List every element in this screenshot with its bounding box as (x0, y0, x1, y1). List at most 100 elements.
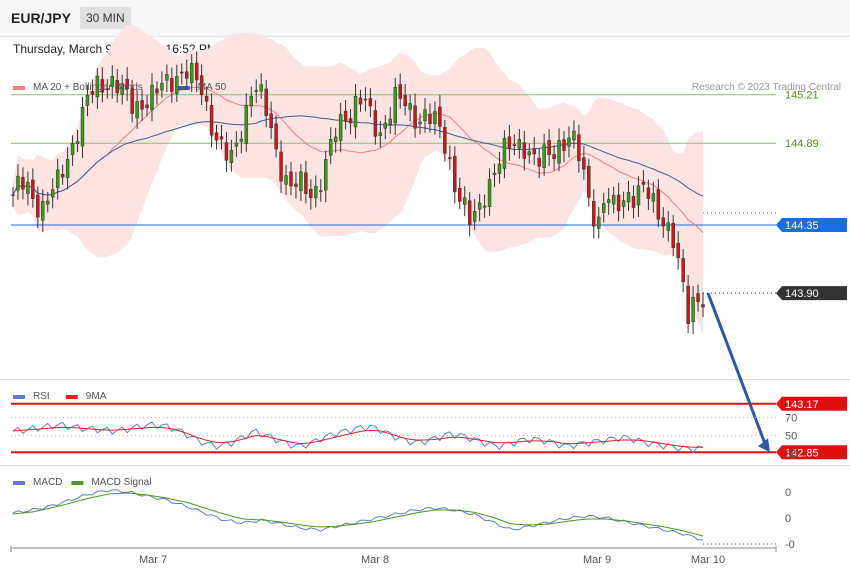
candle-body (224, 142, 229, 161)
candle-body (458, 188, 462, 202)
level-label: 144.89 (785, 138, 819, 150)
candle-body (214, 132, 219, 141)
level-label: 144.35 (785, 220, 819, 232)
candle-body (175, 76, 179, 94)
rsi-legend-swatch (13, 395, 25, 399)
candle-body (244, 105, 249, 144)
candle-body (16, 175, 20, 191)
candle-body (626, 192, 631, 203)
candle-body (562, 139, 566, 151)
candle-body (582, 157, 586, 170)
candle-body (428, 113, 432, 125)
candle-body (26, 181, 30, 194)
candle-body (234, 142, 239, 147)
candle-body (274, 123, 278, 150)
candle-body (219, 136, 224, 140)
candle-body (477, 202, 482, 210)
candle-body (502, 138, 507, 169)
level-tag-support (776, 445, 847, 460)
pane-divider-macd (0, 465, 850, 466)
candle-body (85, 95, 90, 106)
candle-body (567, 137, 571, 147)
candle-body (522, 142, 527, 159)
candle-body (388, 118, 392, 126)
candle-body (413, 105, 417, 129)
macd-pane: 0 0 -0 (12, 487, 795, 551)
rsi-signal-line (12, 426, 703, 448)
price-legend-swatch (13, 86, 25, 90)
candle-body (636, 185, 641, 206)
level-label: 145.21 (785, 90, 819, 102)
rsi-legend-swatch (65, 395, 78, 399)
candle-body (309, 188, 313, 199)
candle-body (135, 101, 139, 119)
candle-body (314, 185, 318, 199)
candle-body (229, 149, 234, 164)
level-label: 142.85 (785, 447, 819, 459)
candle-body (333, 136, 338, 142)
candle-body (328, 139, 333, 156)
forecast-arrow (706, 292, 768, 447)
candle-body (497, 163, 502, 174)
candle-body (130, 88, 134, 114)
candle-body (353, 95, 358, 128)
time-axis-label: Mar 10 (691, 554, 725, 566)
candle-body (199, 75, 204, 96)
time-axis-label: Mar 9 (583, 554, 611, 566)
candle-body (448, 157, 452, 159)
candle-body (259, 84, 263, 92)
candle-body (289, 171, 293, 187)
candle-body (577, 134, 581, 162)
macd-legend-label: MACD Signal (91, 477, 151, 488)
candle-body (651, 193, 656, 202)
candle-body (537, 157, 541, 167)
candle-body (482, 205, 487, 208)
candle-body (487, 179, 492, 207)
rsi-legend-label: 9MA (86, 391, 107, 402)
candle-body (194, 62, 199, 81)
macd-legend-swatch (71, 481, 84, 485)
candle-body (676, 242, 680, 258)
candle-body (611, 194, 616, 205)
candle-body (443, 127, 447, 154)
bollinger-band (13, 24, 703, 335)
macd-legend-swatch (13, 481, 25, 485)
macd-axis-label: 0 (785, 487, 791, 499)
level-label: 143.90 (785, 288, 819, 300)
candle-body (547, 140, 551, 155)
candle-body (95, 75, 100, 98)
interval-selector[interactable]: 30 MIN (80, 7, 131, 29)
candle-body (90, 91, 95, 95)
candle-body (70, 143, 75, 155)
rsi-level-label: 50 (785, 431, 797, 443)
candle-body (592, 200, 596, 227)
candle-body (31, 179, 35, 199)
candle-body (403, 95, 407, 107)
candle-body (204, 96, 209, 102)
candle-body (527, 151, 531, 156)
candle-body (299, 171, 303, 192)
candle-body (373, 110, 378, 137)
level-tag-support (776, 396, 847, 411)
price-legend-swatch (177, 86, 190, 90)
candle-body (80, 106, 85, 147)
macd-axis-label: 0 (785, 513, 791, 525)
candle-body (467, 200, 472, 226)
candle-body (160, 83, 164, 91)
rsi-pane: 70 50 30 (11, 413, 797, 461)
candle-body (438, 106, 442, 127)
time-axis-label: Mar 7 (139, 554, 167, 566)
candle-body (254, 90, 258, 92)
rsi-level-label: 30 (785, 449, 797, 461)
candle-body (368, 98, 373, 107)
candle-body (36, 194, 40, 218)
candle-body (641, 181, 646, 185)
candle-body (294, 183, 298, 187)
rsi-level-label: 70 (785, 413, 797, 425)
candle-body (100, 79, 105, 93)
candle-body (621, 200, 626, 207)
candle-body (472, 210, 477, 222)
candle-body (398, 84, 402, 99)
candle-body (279, 151, 283, 182)
